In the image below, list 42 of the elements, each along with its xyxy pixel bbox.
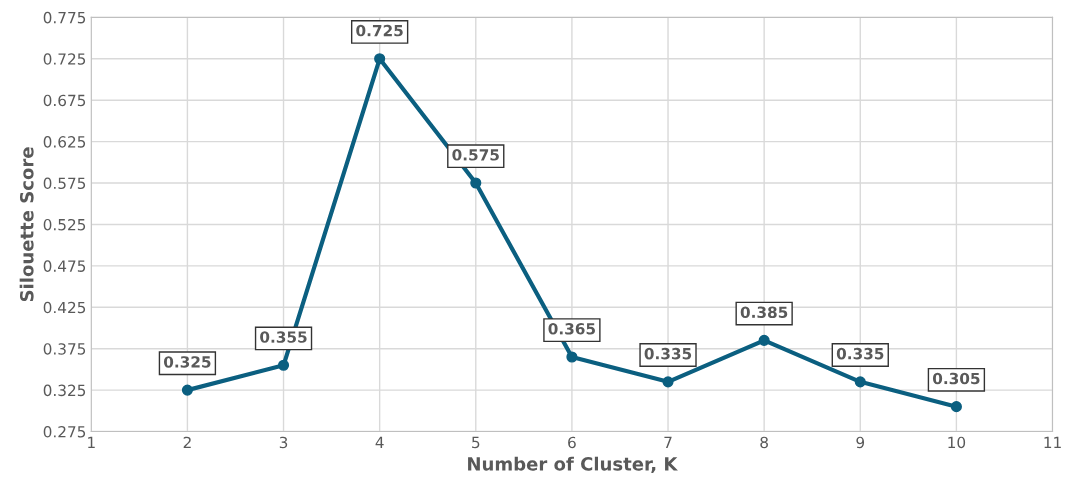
x-tick-label: 2 [183, 436, 191, 448]
x-axis-title: Number of Cluster, K [468, 456, 678, 474]
y-tick-label: 0.625 [43, 136, 86, 148]
data-label: 0.305 [932, 372, 980, 385]
data-label: 0.725 [356, 24, 403, 37]
x-tick-label: 5 [472, 436, 480, 449]
point [854, 376, 866, 388]
x-tick-label: 7 [664, 436, 672, 448]
x-tick-label: 9 [856, 436, 865, 449]
x-tick-label: 4 [375, 436, 384, 448]
y-tick-label: 0.475 [43, 260, 86, 272]
point [181, 384, 193, 396]
point [470, 177, 482, 189]
x-tick-label: 8 [760, 436, 768, 449]
data-label: 0.575 [452, 149, 499, 161]
y-tick-label: 0.775 [43, 11, 86, 24]
data-label: 0.335 [836, 347, 884, 360]
point [277, 359, 290, 371]
y-tick-label: 0.725 [43, 53, 86, 65]
y-tick-label: 0.275 [43, 425, 86, 438]
y-tick-label: 0.425 [43, 301, 86, 314]
point [374, 53, 386, 65]
x-tick-label: 10 [948, 436, 966, 449]
y-tick-label: 0.325 [43, 384, 86, 397]
y-tick-label: 0.375 [43, 343, 86, 355]
x-tick-label: 11 [1044, 436, 1061, 448]
point [566, 351, 578, 363]
y-axis-title: Silouette Score [19, 147, 34, 302]
y-tick-label: 0.525 [43, 218, 86, 231]
x-tick-label: 6 [568, 436, 576, 449]
y-tick-label: 0.675 [43, 94, 86, 107]
data-label: 0.385 [740, 306, 788, 318]
data-label: 0.325 [163, 356, 211, 368]
data-label: 0.365 [548, 323, 595, 335]
point [758, 334, 770, 346]
x-tick-label: 3 [279, 436, 288, 449]
data-label: 0.355 [260, 331, 307, 343]
point [950, 401, 962, 413]
y-tick-label: 0.575 [43, 177, 86, 190]
point [662, 376, 674, 388]
x-tick-label: 1 [88, 436, 95, 448]
data-label: 0.335 [644, 347, 692, 360]
